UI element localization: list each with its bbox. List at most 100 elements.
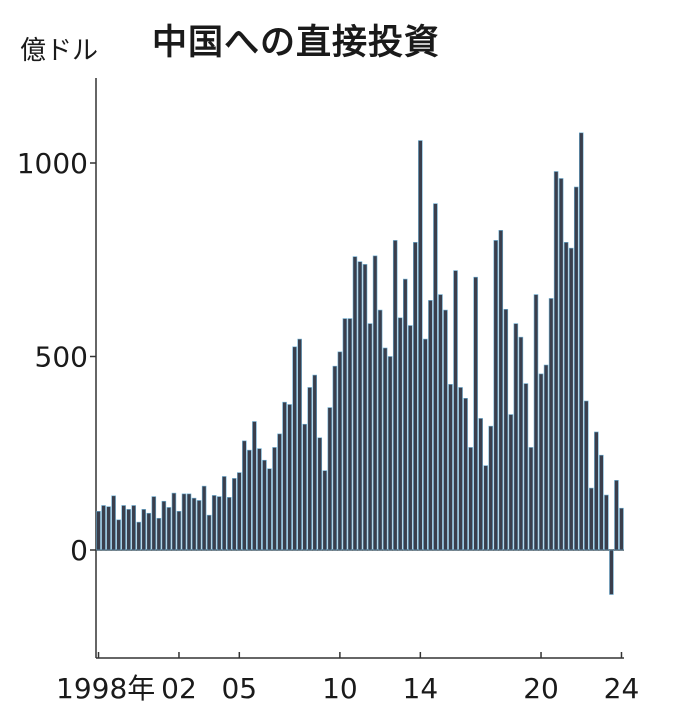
bar [247, 449, 252, 551]
bar [438, 294, 443, 551]
bar [126, 509, 131, 551]
bar [216, 496, 222, 551]
bar [473, 276, 478, 551]
bar [252, 421, 257, 551]
bar [463, 397, 468, 551]
bar [317, 437, 323, 551]
bar [418, 140, 423, 551]
bar [332, 365, 338, 551]
bar [518, 336, 524, 551]
bar [211, 495, 217, 551]
bar [367, 323, 373, 551]
bar [428, 300, 433, 551]
bar [573, 186, 579, 551]
bar [599, 454, 604, 551]
y-axis-ticks: 0 500 1000 [17, 147, 96, 567]
bar [568, 247, 574, 551]
bar [448, 384, 453, 551]
bar [533, 294, 539, 551]
bar [508, 414, 514, 551]
bar [548, 298, 554, 551]
bar [136, 521, 141, 551]
bar [131, 505, 136, 551]
bar [292, 346, 297, 551]
bar [287, 404, 292, 551]
bar [186, 493, 192, 551]
bar [196, 500, 202, 551]
bar [232, 478, 237, 551]
bar [584, 400, 589, 551]
bar [322, 470, 328, 551]
bar [503, 308, 509, 551]
bar [257, 448, 262, 551]
bar [408, 325, 413, 551]
bar [578, 132, 584, 551]
bar [111, 495, 116, 551]
bar [458, 387, 463, 551]
y-tick-label: 500 [35, 341, 88, 374]
x-tick-label: 1998年 [56, 672, 155, 705]
bar [563, 242, 569, 551]
bar [413, 242, 418, 551]
bar [116, 519, 121, 551]
bar [468, 447, 473, 551]
bar [433, 203, 438, 551]
bar [347, 318, 353, 551]
bar [443, 309, 448, 551]
bar [201, 485, 207, 551]
bar [397, 317, 403, 551]
bar [604, 494, 609, 551]
bar [297, 338, 302, 551]
bars-group [96, 132, 624, 595]
bar [282, 401, 287, 551]
x-axis-ticks: 1998年 02 05 10 14 20 24 [56, 652, 639, 705]
bar [101, 505, 106, 551]
bar [528, 447, 534, 551]
bar [141, 509, 147, 551]
bar [307, 387, 312, 551]
bar [513, 323, 519, 551]
bar [181, 493, 187, 551]
bar [357, 261, 363, 551]
bar [538, 373, 544, 551]
bar [171, 492, 177, 551]
y-axis-unit-label: 億ドル [20, 36, 99, 66]
bar [161, 500, 167, 551]
bar [609, 549, 614, 595]
bar [96, 510, 101, 551]
bar [166, 507, 172, 551]
y-tick-label: 1000 [17, 147, 88, 180]
bar [362, 264, 368, 551]
bar [423, 338, 428, 551]
bar [327, 407, 333, 551]
x-tick-label: 02 [161, 672, 197, 705]
bar [191, 497, 197, 551]
bar [121, 505, 126, 551]
bar [267, 468, 272, 551]
bar [227, 497, 232, 551]
bar [277, 433, 282, 551]
bar [206, 514, 212, 551]
bar [488, 425, 493, 551]
bar [337, 351, 343, 551]
x-tick-label: 24 [604, 672, 640, 705]
bar [372, 255, 378, 551]
bar [392, 240, 398, 551]
bar [352, 256, 358, 551]
bar [558, 178, 564, 551]
bar [382, 347, 388, 551]
bar [377, 309, 383, 551]
x-tick-label: 05 [221, 672, 257, 705]
x-tick-label: 10 [322, 672, 358, 705]
bar [312, 374, 317, 551]
bar [543, 364, 549, 551]
bar [151, 496, 157, 551]
bar [176, 510, 182, 551]
bar [402, 278, 408, 551]
bar [156, 517, 162, 551]
bar [594, 431, 599, 551]
bar [453, 270, 458, 551]
bar [106, 506, 111, 551]
bar [619, 507, 624, 551]
